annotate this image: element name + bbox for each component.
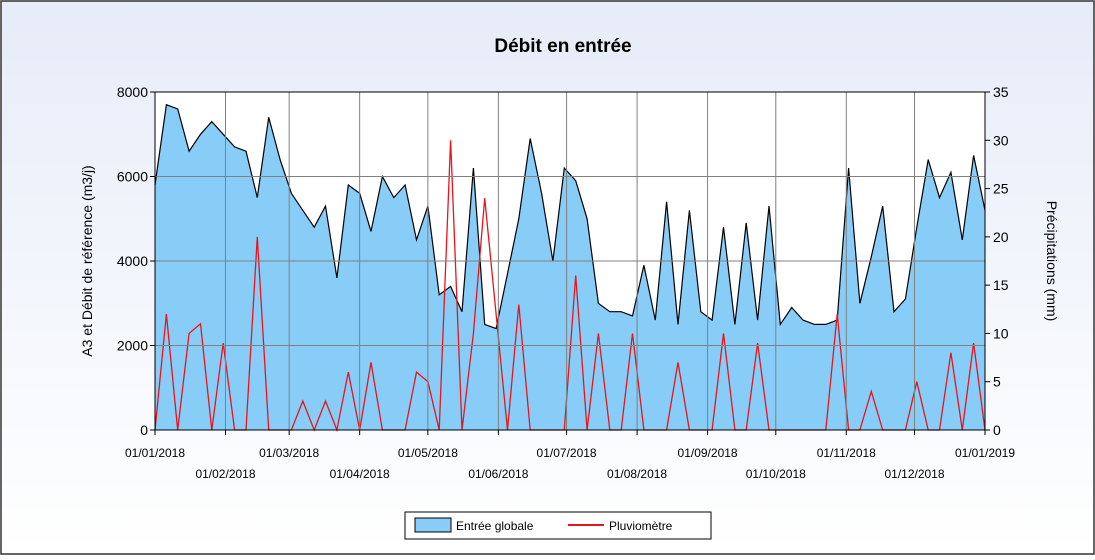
x-tick-label: 01/04/2018 (330, 467, 390, 481)
y-tick-label: 0 (140, 422, 148, 438)
x-tick-label: 01/03/2018 (259, 446, 319, 460)
y-tick-label: 4000 (117, 253, 148, 269)
y2-tick-label: 0 (993, 422, 1001, 438)
x-tick-label: 01/12/2018 (884, 467, 944, 481)
x-tick-label: 01/05/2018 (398, 446, 458, 460)
x-tick-label: 01/01/2018 (125, 446, 185, 460)
y2-axis-label: Précipitations (mm) (1044, 201, 1060, 322)
legend-swatch (414, 517, 452, 533)
y2-tick-label: 25 (993, 181, 1009, 197)
area (155, 104, 985, 430)
x-tick-label: 01/09/2018 (678, 446, 738, 460)
legend-label: Pluviomètre (609, 519, 673, 533)
y-tick-label: 2000 (117, 338, 148, 354)
y2-tick-label: 20 (993, 229, 1009, 245)
x-tick-label: 01/01/2019 (955, 446, 1015, 460)
y-tick-label: 8000 (117, 84, 148, 100)
y2-tick-label: 15 (993, 277, 1009, 293)
y2-tick-label: 35 (993, 84, 1009, 100)
x-tick-label: 01/10/2018 (746, 467, 806, 481)
chart-title: Débit en entrée (494, 36, 631, 57)
x-tick-label: 01/07/2018 (537, 446, 597, 460)
y-tick-label: 6000 (117, 169, 148, 185)
y2-tick-label: 30 (993, 132, 1009, 148)
y2-tick-label: 5 (993, 374, 1001, 390)
x-tick-label: 01/06/2018 (468, 467, 528, 481)
legend-label: Entrée globale (456, 519, 534, 533)
x-tick-label: 01/11/2018 (817, 446, 876, 460)
legend (404, 511, 712, 540)
y2-tick-label: 10 (993, 325, 1009, 341)
x-tick-label: 01/02/2018 (195, 467, 255, 481)
y-axis-label: A3 et Débit de référence (m3/j) (79, 165, 95, 356)
x-tick-label: 01/08/2018 (607, 467, 667, 481)
